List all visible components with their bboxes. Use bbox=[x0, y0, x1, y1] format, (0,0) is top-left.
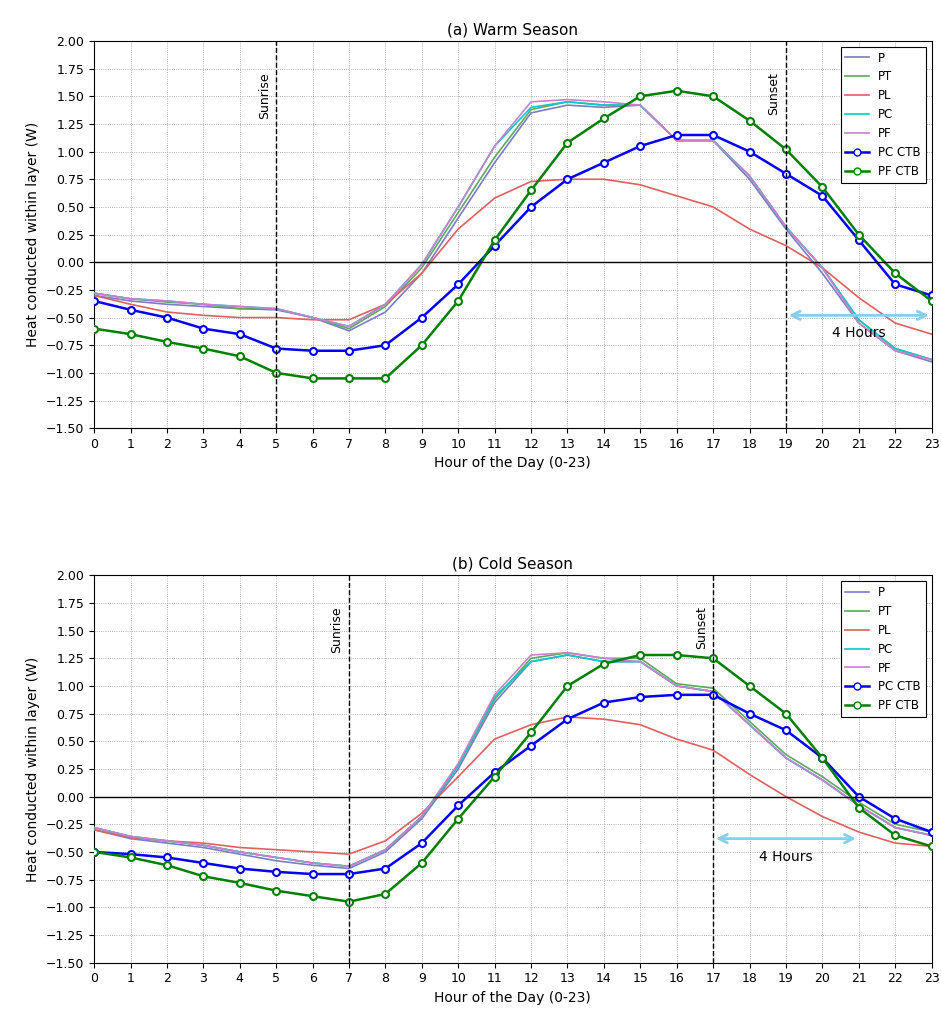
Text: Sunset: Sunset bbox=[768, 72, 780, 115]
Text: Sunrise: Sunrise bbox=[258, 72, 271, 119]
Y-axis label: Heat conducted within layer (W): Heat conducted within layer (W) bbox=[26, 122, 40, 347]
Text: Sunrise: Sunrise bbox=[330, 606, 343, 653]
Text: Sunset: Sunset bbox=[694, 606, 708, 649]
Legend: P, PT, PL, PC, PF, PC CTB, PF CTB: P, PT, PL, PC, PF, PC CTB, PF CTB bbox=[840, 582, 926, 717]
Legend: P, PT, PL, PC, PF, PC CTB, PF CTB: P, PT, PL, PC, PF, PC CTB, PF CTB bbox=[840, 47, 926, 182]
Text: 4 Hours: 4 Hours bbox=[832, 327, 885, 340]
Y-axis label: Heat conducted within layer (W): Heat conducted within layer (W) bbox=[26, 656, 40, 882]
X-axis label: Hour of the Day (0-23): Hour of the Day (0-23) bbox=[435, 457, 591, 470]
Title: (b) Cold Season: (b) Cold Season bbox=[453, 556, 573, 571]
Title: (a) Warm Season: (a) Warm Season bbox=[447, 22, 579, 37]
X-axis label: Hour of the Day (0-23): Hour of the Day (0-23) bbox=[435, 991, 591, 1005]
Text: 4 Hours: 4 Hours bbox=[759, 850, 813, 863]
